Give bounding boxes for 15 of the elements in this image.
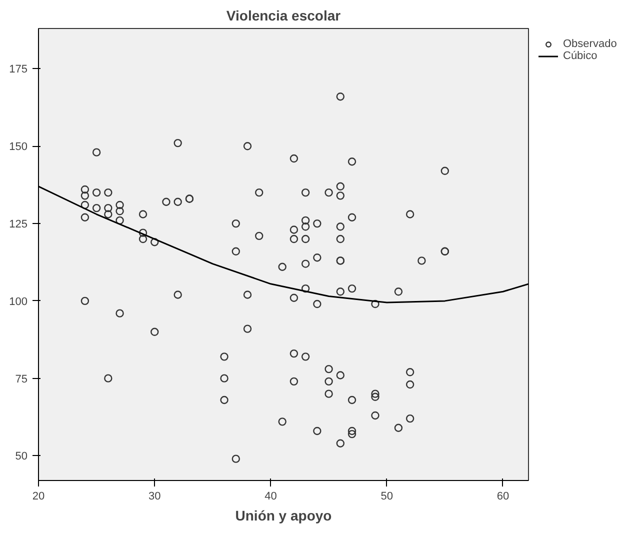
y-tick-label: 50 bbox=[15, 450, 28, 463]
legend-label: Cúbico bbox=[563, 50, 598, 62]
y-tick-label: 75 bbox=[15, 373, 28, 386]
y-tick-label: 100 bbox=[9, 296, 28, 308]
y-tick-label: 125 bbox=[9, 218, 28, 231]
y-tick-label: 175 bbox=[9, 64, 28, 76]
x-axis-title: Unión y apoyo bbox=[235, 508, 332, 524]
x-tick-label: 40 bbox=[264, 490, 277, 502]
x-tick-label: 60 bbox=[496, 490, 510, 502]
y-tick-label: 150 bbox=[9, 141, 28, 154]
x-tick-label: 30 bbox=[148, 490, 161, 502]
legend-label: Observado bbox=[563, 38, 617, 50]
x-tick-label: 20 bbox=[32, 490, 45, 502]
x-tick-label: 50 bbox=[380, 490, 393, 502]
chart-title: Violencia escolar bbox=[226, 8, 342, 24]
